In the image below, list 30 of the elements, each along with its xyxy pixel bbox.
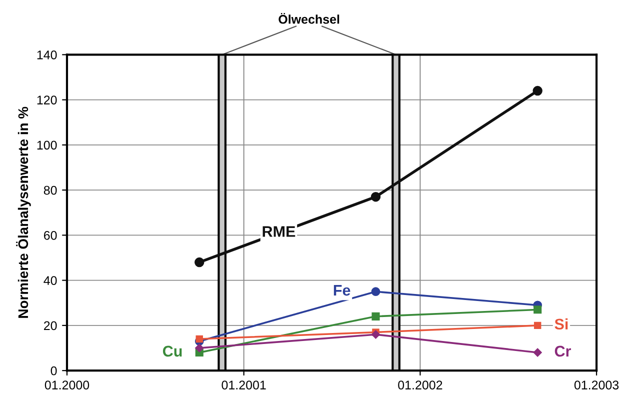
y-tick-label: 60 bbox=[44, 230, 57, 240]
y-tick-label: 40 bbox=[44, 276, 57, 285]
point bbox=[534, 306, 542, 314]
point bbox=[194, 257, 204, 268]
y-tick-label: 20 bbox=[44, 321, 57, 330]
y-tick-label: 0 bbox=[50, 366, 57, 376]
point bbox=[533, 348, 542, 357]
y-axis-title: Normierte Ölanalysenwerte in % bbox=[16, 106, 31, 318]
point bbox=[196, 335, 203, 343]
y-tick-label: 140 bbox=[37, 50, 57, 60]
y-tick-label: 120 bbox=[37, 96, 57, 104]
point bbox=[370, 192, 381, 202]
point bbox=[372, 312, 380, 320]
y-tick-label: 100 bbox=[37, 140, 57, 150]
series-label: Fe bbox=[334, 285, 350, 296]
x-tick-label: 01.2002 bbox=[398, 380, 442, 390]
point bbox=[534, 322, 542, 330]
y-tick-label: 80 bbox=[44, 186, 57, 195]
x-tick-label: 01.2000 bbox=[44, 380, 90, 390]
series-label: Cu bbox=[162, 346, 182, 357]
point bbox=[371, 330, 380, 339]
point bbox=[195, 344, 204, 352]
series-label: Cr bbox=[554, 346, 571, 357]
x-tick-label: 01.2003 bbox=[574, 380, 619, 390]
series-label: RME bbox=[262, 226, 296, 237]
point bbox=[371, 287, 380, 296]
x-tick-label: 01.2001 bbox=[222, 380, 266, 390]
point bbox=[532, 86, 542, 96]
series-label: Si bbox=[554, 318, 568, 330]
text: Ölwechsel bbox=[278, 12, 340, 24]
